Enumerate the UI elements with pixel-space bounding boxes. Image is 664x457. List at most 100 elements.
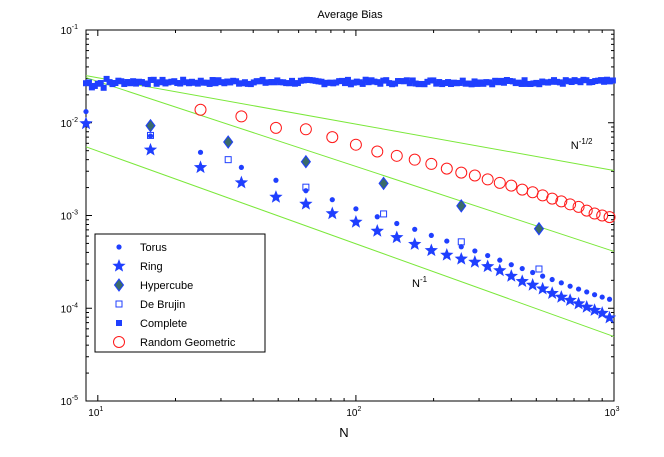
hypercube-point bbox=[223, 135, 234, 149]
random-geometric-point bbox=[326, 131, 339, 144]
complete-point bbox=[85, 79, 92, 86]
complete-point bbox=[177, 80, 184, 87]
random-geometric-point bbox=[440, 162, 453, 175]
random-geometric-point bbox=[505, 179, 518, 192]
ring-point bbox=[504, 269, 518, 282]
data-marks bbox=[79, 75, 617, 324]
torus-point bbox=[444, 238, 450, 244]
random-geometric-point bbox=[588, 207, 601, 220]
complete-point bbox=[100, 84, 107, 91]
random-geometric-point bbox=[299, 123, 312, 136]
ring-point bbox=[595, 306, 609, 319]
ring-point bbox=[602, 310, 617, 324]
random-geometric-point bbox=[235, 110, 248, 123]
random-geometric-point bbox=[596, 209, 609, 222]
ring-point bbox=[481, 259, 495, 273]
y-tick-label: 10-4 bbox=[61, 302, 78, 315]
ring-point bbox=[299, 197, 313, 210]
hypercube-point bbox=[533, 221, 545, 236]
complete-point bbox=[144, 81, 151, 88]
ring-point bbox=[408, 237, 422, 250]
legend: Torus Ring Hypercube De Brujin Complete Rando… bbox=[94, 233, 266, 353]
torus-point bbox=[353, 206, 359, 212]
torus-point bbox=[273, 177, 279, 183]
complete-point bbox=[377, 80, 384, 87]
random-geometric-point bbox=[555, 195, 568, 208]
random-geometric-point bbox=[455, 166, 468, 179]
legend-label: De Brujin bbox=[140, 299, 185, 311]
random-geometric-point bbox=[572, 200, 585, 213]
de-brujin-point bbox=[224, 156, 232, 164]
torus-point bbox=[374, 214, 380, 220]
torus-point bbox=[599, 294, 605, 300]
ring-point bbox=[545, 286, 559, 299]
complete-point bbox=[97, 80, 104, 87]
legend-label: Complete bbox=[140, 318, 187, 330]
torus-point bbox=[303, 188, 309, 194]
complete-point bbox=[409, 77, 416, 84]
y-tick-label: 10-2 bbox=[61, 117, 78, 130]
torus-point bbox=[394, 220, 400, 227]
random-geometric-point bbox=[603, 211, 616, 224]
random-geometric-point bbox=[408, 153, 421, 166]
torus-point bbox=[412, 226, 418, 232]
ring-point bbox=[563, 293, 577, 306]
legend-marker bbox=[113, 336, 125, 348]
torus-point bbox=[606, 296, 613, 302]
hypercube-point bbox=[378, 176, 389, 191]
slope-annotations: N-1/2 N-1 bbox=[412, 137, 593, 290]
reference-line bbox=[85, 77, 615, 252]
torus-point bbox=[584, 289, 590, 295]
chart-title: Average Bias bbox=[317, 9, 383, 21]
torus-point bbox=[238, 164, 244, 171]
ring-point bbox=[325, 206, 339, 220]
ring-point bbox=[79, 116, 93, 130]
x-tick-label: 102 bbox=[346, 406, 361, 419]
torus-point bbox=[591, 292, 598, 298]
torus-point bbox=[147, 133, 154, 139]
complete-point bbox=[609, 77, 616, 84]
legend-label: Hypercube bbox=[140, 280, 193, 292]
random-geometric-point bbox=[546, 192, 559, 205]
de-brujin-point bbox=[146, 131, 154, 139]
torus-point bbox=[519, 265, 525, 272]
x-axis-label: N bbox=[339, 425, 348, 440]
random-geometric-point bbox=[371, 145, 384, 158]
random-geometric-point bbox=[349, 138, 362, 151]
complete-point bbox=[209, 77, 216, 84]
legend-label: Ring bbox=[140, 261, 163, 273]
legend-marker bbox=[112, 259, 126, 272]
torus-point bbox=[83, 108, 89, 115]
de-brujin-point bbox=[457, 238, 465, 246]
complete-point bbox=[159, 76, 166, 83]
complete-point bbox=[206, 80, 213, 87]
torus-point bbox=[549, 276, 555, 283]
y-tick-label: 10-5 bbox=[61, 395, 78, 408]
ring-point bbox=[587, 303, 602, 316]
torus-point bbox=[508, 262, 514, 268]
hypercube-point bbox=[145, 118, 156, 133]
de-brujin-point bbox=[302, 183, 310, 191]
ring-point bbox=[493, 263, 507, 277]
torus-point bbox=[567, 283, 573, 289]
legend-marker bbox=[115, 300, 123, 308]
ring-point bbox=[580, 300, 594, 313]
slope-annotation: N-1 bbox=[412, 275, 428, 290]
random-geometric-point bbox=[468, 169, 481, 182]
torus-point bbox=[485, 252, 491, 259]
ring-point bbox=[515, 274, 529, 288]
complete-point bbox=[459, 77, 466, 84]
ring-point bbox=[143, 142, 158, 156]
de-brujin-point bbox=[535, 265, 543, 273]
complete-point bbox=[103, 75, 110, 82]
reference-line bbox=[85, 146, 615, 338]
slope-annotation: N-1/2 bbox=[571, 137, 593, 152]
complete-point bbox=[521, 77, 528, 84]
ring-point bbox=[269, 190, 283, 203]
torus-point bbox=[575, 286, 582, 292]
complete-point bbox=[359, 80, 366, 87]
random-geometric-point bbox=[390, 149, 403, 162]
random-geometric-point bbox=[564, 198, 577, 211]
ring-point bbox=[454, 251, 468, 265]
